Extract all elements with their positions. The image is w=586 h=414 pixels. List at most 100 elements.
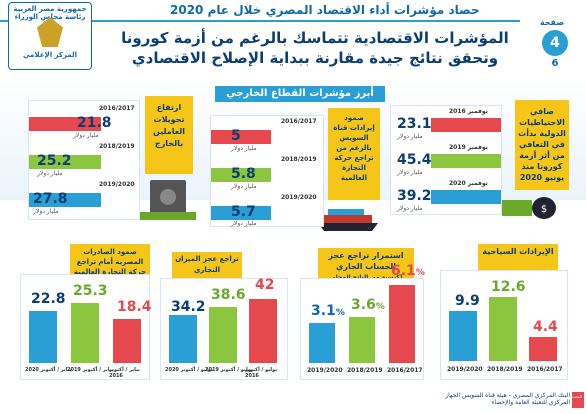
reserves-value-2: 45.4 [397,152,432,168]
exports-year-3: يناير / أكتوبر 2016 [109,367,140,379]
current-account-plot: 3.1% 3.6% 6.1% [305,263,425,363]
remittances-card: 2016/2017 21.8 مليار دولار 2018/2019 25.… [28,100,140,220]
svg-text:$: $ [541,204,547,215]
exports-value-1: 22.8 [31,291,66,307]
cabinet-logo: جمهورية مصر العربية رئاسة مجلس الوزراء ا… [8,2,92,70]
current-account-value-2: 3.6% [351,297,385,313]
remittances-value-1: 21.8 [77,115,112,131]
remittances-value-2: 25.2 [37,153,72,169]
suez-bar-2 [211,168,271,182]
exports-value-3: 18.4 [117,299,152,315]
source-label-badge: المصدر [570,392,584,408]
tourism-value-1: 9.9 [455,293,480,309]
tourism-year-3: 2016/2017 [527,366,563,373]
reserves-bar-1 [431,118,501,132]
remittances-bar-2 [29,155,101,169]
page-indicator: صفحة 4 6 [540,18,570,69]
reserves-unit-1: مليار دولار [397,133,423,140]
current-account-title-text: استمرار تراجع عجز الحساب الجاري [328,251,404,271]
trade-balance-value-3: 42 [255,277,275,293]
reserves-year-3: نوفمبر 2020 [449,180,488,187]
reserves-year-2: نوفمبر 2019 [449,144,488,151]
trade-balance-value-1: 34.2 [171,299,206,315]
eagle-emblem-icon [37,17,63,47]
tourism-bar-3 [529,337,557,361]
suez-value-1: 5 [231,128,241,144]
reserves-card: نوفمبر 2016 23.1 مليار دولار نوفمبر 2019… [390,105,502,215]
tourism-bar-2 [489,297,517,361]
suez-year-1: 2016/2017 [281,118,317,125]
exports-chart: 22.8 25.3 18.4 يناير / أكتوبر 2020 يناير… [20,274,152,380]
tourism-year-2: 2018/2019 [487,366,523,373]
money-bag-icon: $ [500,190,560,220]
remittances-year-2: 2018/2019 [99,143,135,150]
tourism-plot: 9.9 12.6 4.4 [445,271,563,361]
remittances-unit-3: مليار دولار [33,208,59,215]
source-note: البنك المركزي المصري - هيئة قناة السويس … [445,392,570,406]
headline-line1: المؤشرات الاقتصادية تتماسك بالرغم من أزم… [121,29,509,47]
trade-balance-title: تراجع عجز الميزان التجاري [172,252,242,278]
exports-bar-3 [113,319,141,363]
trade-balance-bar-3 [249,299,277,363]
suez-year-2: 2018/2019 [281,156,317,163]
current-account-value-1: 3.1% [311,303,345,319]
current-account-year-3: 2016/2017 [387,367,423,374]
reserves-bar-3 [431,190,501,204]
tourism-title: الإيرادات السياحية [478,244,558,270]
reserves-year-1: نوفمبر 2016 [449,108,488,115]
section-title: أبرز مؤشرات القطاع الخارجي [215,86,385,102]
page-title: حصاد مؤشرات أداء الاقتصاد المصري خلال عا… [170,3,480,17]
tourism-year-1: 2019/2020 [447,366,483,373]
suez-bar-3 [211,206,271,220]
trade-balance-year-3: يوليو / أكتوبر 2016 [245,367,278,379]
reserves-unit-3: مليار دولار [397,205,423,212]
current-account-year-1: 2019/2020 [307,367,343,374]
logo-bottom-text: المركز الإعلامي [22,51,78,59]
tourism-value-2: 12.6 [491,279,526,295]
current-account-bar-3 [389,285,415,363]
remittances-unit-1: مليار دولار [73,132,99,139]
safe-box-icon [138,178,198,222]
suez-title: صمود إيرادات قناة السويس بالرغم من تراجع… [328,108,380,200]
page-label: صفحة [539,18,565,27]
reserves-value-1: 23.1 [397,116,432,132]
exports-year-2: يناير / أكتوبر 2019 [67,367,114,373]
suez-bar-1 [211,130,271,144]
current-account-value-3: 6.1% [391,263,425,279]
page-total: 6 [551,58,559,69]
current-account-year-2: 2018/2019 [347,367,383,374]
exports-title: صمود الصادرات المصرية أمام تراجع حركة ال… [70,244,150,276]
headline: المؤشرات الاقتصادية تتماسك بالرغم من أزم… [95,28,535,68]
tourism-value-3: 4.4 [533,319,558,335]
trade-balance-chart: 34.2 38.6 42 يوليو / أكتوبر 2020 يوليو /… [160,277,288,380]
tourism-chart: 9.9 12.6 4.4 2019/2020 2018/2019 2016/20… [440,270,568,380]
reserves-title: صافي الاحتياطيات الدولية بدأت في التعافي… [515,100,569,190]
reserves-unit-2: مليار دولار [397,169,423,176]
trade-balance-plot: 34.2 38.6 42 [165,277,283,363]
remittances-bar-1 [29,117,101,131]
current-account-title: استمرار تراجع عجز الحساب الجاري (كنسبة م… [318,248,414,292]
remittances-title: ارتفاع تحويلات العاملين بالخارج [145,96,193,174]
page-current: 4 [542,30,568,56]
suez-unit-2: مليار دولار [231,183,257,190]
cargo-ship-icon [318,205,378,235]
source-label: المصدر [570,394,583,399]
current-account-bar-1 [309,323,335,363]
trade-balance-year-2: يوليو / أكتوبر 2019 [205,367,253,373]
suez-unit-3: مليار دولار [231,220,257,227]
remittances-unit-2: مليار دولار [37,170,63,177]
reserves-bar-2 [431,154,501,168]
remittances-year-3: 2019/2020 [99,181,135,188]
suez-value-3: 5.7 [231,204,256,220]
trade-balance-year-1: يوليو / أكتوبر 2020 [165,367,213,373]
exports-bar-2 [71,303,99,363]
suez-unit-1: مليار دولار [231,145,257,152]
remittances-bar-3 [29,193,101,207]
trade-balance-bar-1 [169,315,197,363]
header-divider [0,20,520,22]
trade-balance-bar-2 [209,307,237,363]
suez-year-3: 2019/2020 [281,194,317,201]
remittances-value-3: 27.8 [33,191,68,207]
tourism-bar-1 [449,311,477,361]
exports-year-1: يناير / أكتوبر 2020 [25,367,72,373]
